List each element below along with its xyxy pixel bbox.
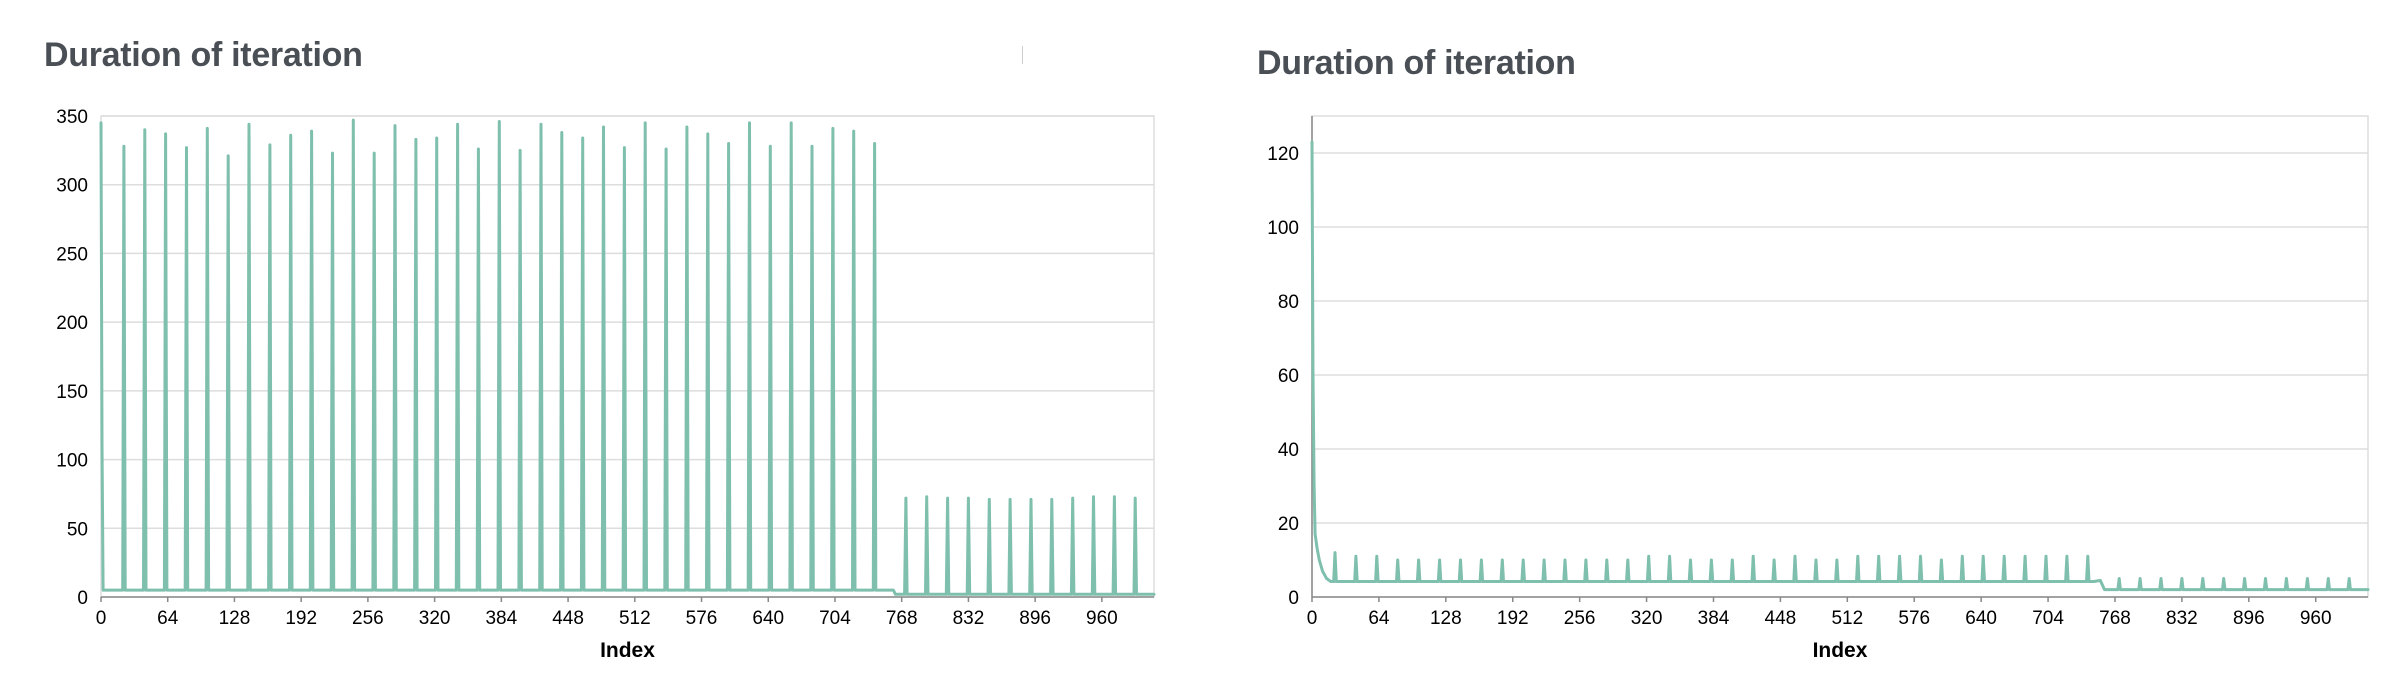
chart-panel-right: Duration of iteration 0 20 40 60 80 100 120 0 64…: [1193, 0, 2387, 684]
x-tick-label: 640: [752, 608, 784, 629]
y-tick-label: 0: [1288, 588, 1299, 609]
y-tick-label: 100: [1267, 218, 1299, 239]
x-tick-label: 128: [1430, 608, 1462, 629]
x-tick-label: 0: [1307, 608, 1318, 629]
x-tick-label: 448: [1765, 608, 1797, 629]
y-tick-label: 200: [56, 313, 88, 334]
line-chart-left: 0 50 100 150 200 250 300 350 0 64 128 192 256 320 384 4…: [56, 107, 1156, 662]
x-tick-label: 896: [2233, 608, 2265, 629]
y-tick-label: 20: [1278, 514, 1299, 535]
chart-title-right: Duration of iteration: [1257, 44, 1576, 82]
y-tick-label: 50: [67, 519, 88, 540]
chart-panel-left: Duration of iteration 0 50 100 150 200 250 300…: [0, 0, 1193, 684]
series-line: [99, 118, 1156, 596]
y-tick-label: 300: [56, 176, 88, 197]
x-tick-label: 128: [219, 608, 251, 629]
x-tick-label: 256: [352, 608, 384, 629]
y-tick-label: 0: [77, 588, 88, 609]
x-tick-label: 704: [819, 608, 851, 629]
x-tick-label: 768: [2099, 608, 2131, 629]
x-tick-label: 448: [552, 608, 584, 629]
x-tick-label: 512: [1831, 608, 1863, 629]
x-tick-label: 576: [1898, 608, 1930, 629]
x-tick-label: 192: [1497, 608, 1529, 629]
x-tick-label: 256: [1564, 608, 1596, 629]
x-tick-label: 384: [485, 608, 517, 629]
x-axis-title: Index: [600, 639, 655, 662]
plot-frame: [100, 115, 1155, 598]
plot-frame: [1311, 115, 2369, 598]
x-tick-label: 192: [285, 608, 317, 629]
x-tick-label: 320: [419, 608, 451, 629]
y-tick-label: 250: [56, 244, 88, 265]
y-tick-label: 80: [1278, 292, 1299, 313]
x-tick-label: 64: [157, 608, 179, 629]
y-tick-label: 350: [56, 107, 88, 128]
x-tick-label: 704: [2032, 608, 2064, 629]
x-tick-label: 64: [1368, 608, 1390, 629]
x-axis-title: Index: [1813, 639, 1868, 662]
x-tick-label: 768: [886, 608, 918, 629]
chart-title-left: Duration of iteration: [44, 36, 363, 74]
x-tick-label: 320: [1631, 608, 1663, 629]
x-tick-label: 640: [1965, 608, 1997, 629]
y-tick-label: 40: [1278, 440, 1299, 461]
x-tick-label: 832: [953, 608, 985, 629]
y-tick-label: 120: [1267, 144, 1299, 165]
y-tick-label: 100: [56, 451, 88, 472]
divider-mark: [1022, 46, 1023, 64]
x-tick-label: 960: [2300, 608, 2332, 629]
x-tick-label: 0: [96, 608, 107, 629]
line-chart-right: 0 20 40 60 80 100 120 0 64 128 192 256 320 384 448 512 5…: [1267, 115, 2370, 662]
x-tick-label: 960: [1086, 608, 1118, 629]
x-tick-label: 576: [686, 608, 718, 629]
series-line: [1310, 140, 2370, 592]
x-tick-label: 384: [1698, 608, 1730, 629]
x-tick-label: 512: [619, 608, 651, 629]
y-tick-label: 60: [1278, 366, 1299, 387]
x-tick-label: 832: [2166, 608, 2198, 629]
x-tick-label: 896: [1019, 608, 1051, 629]
y-tick-label: 150: [56, 382, 88, 403]
